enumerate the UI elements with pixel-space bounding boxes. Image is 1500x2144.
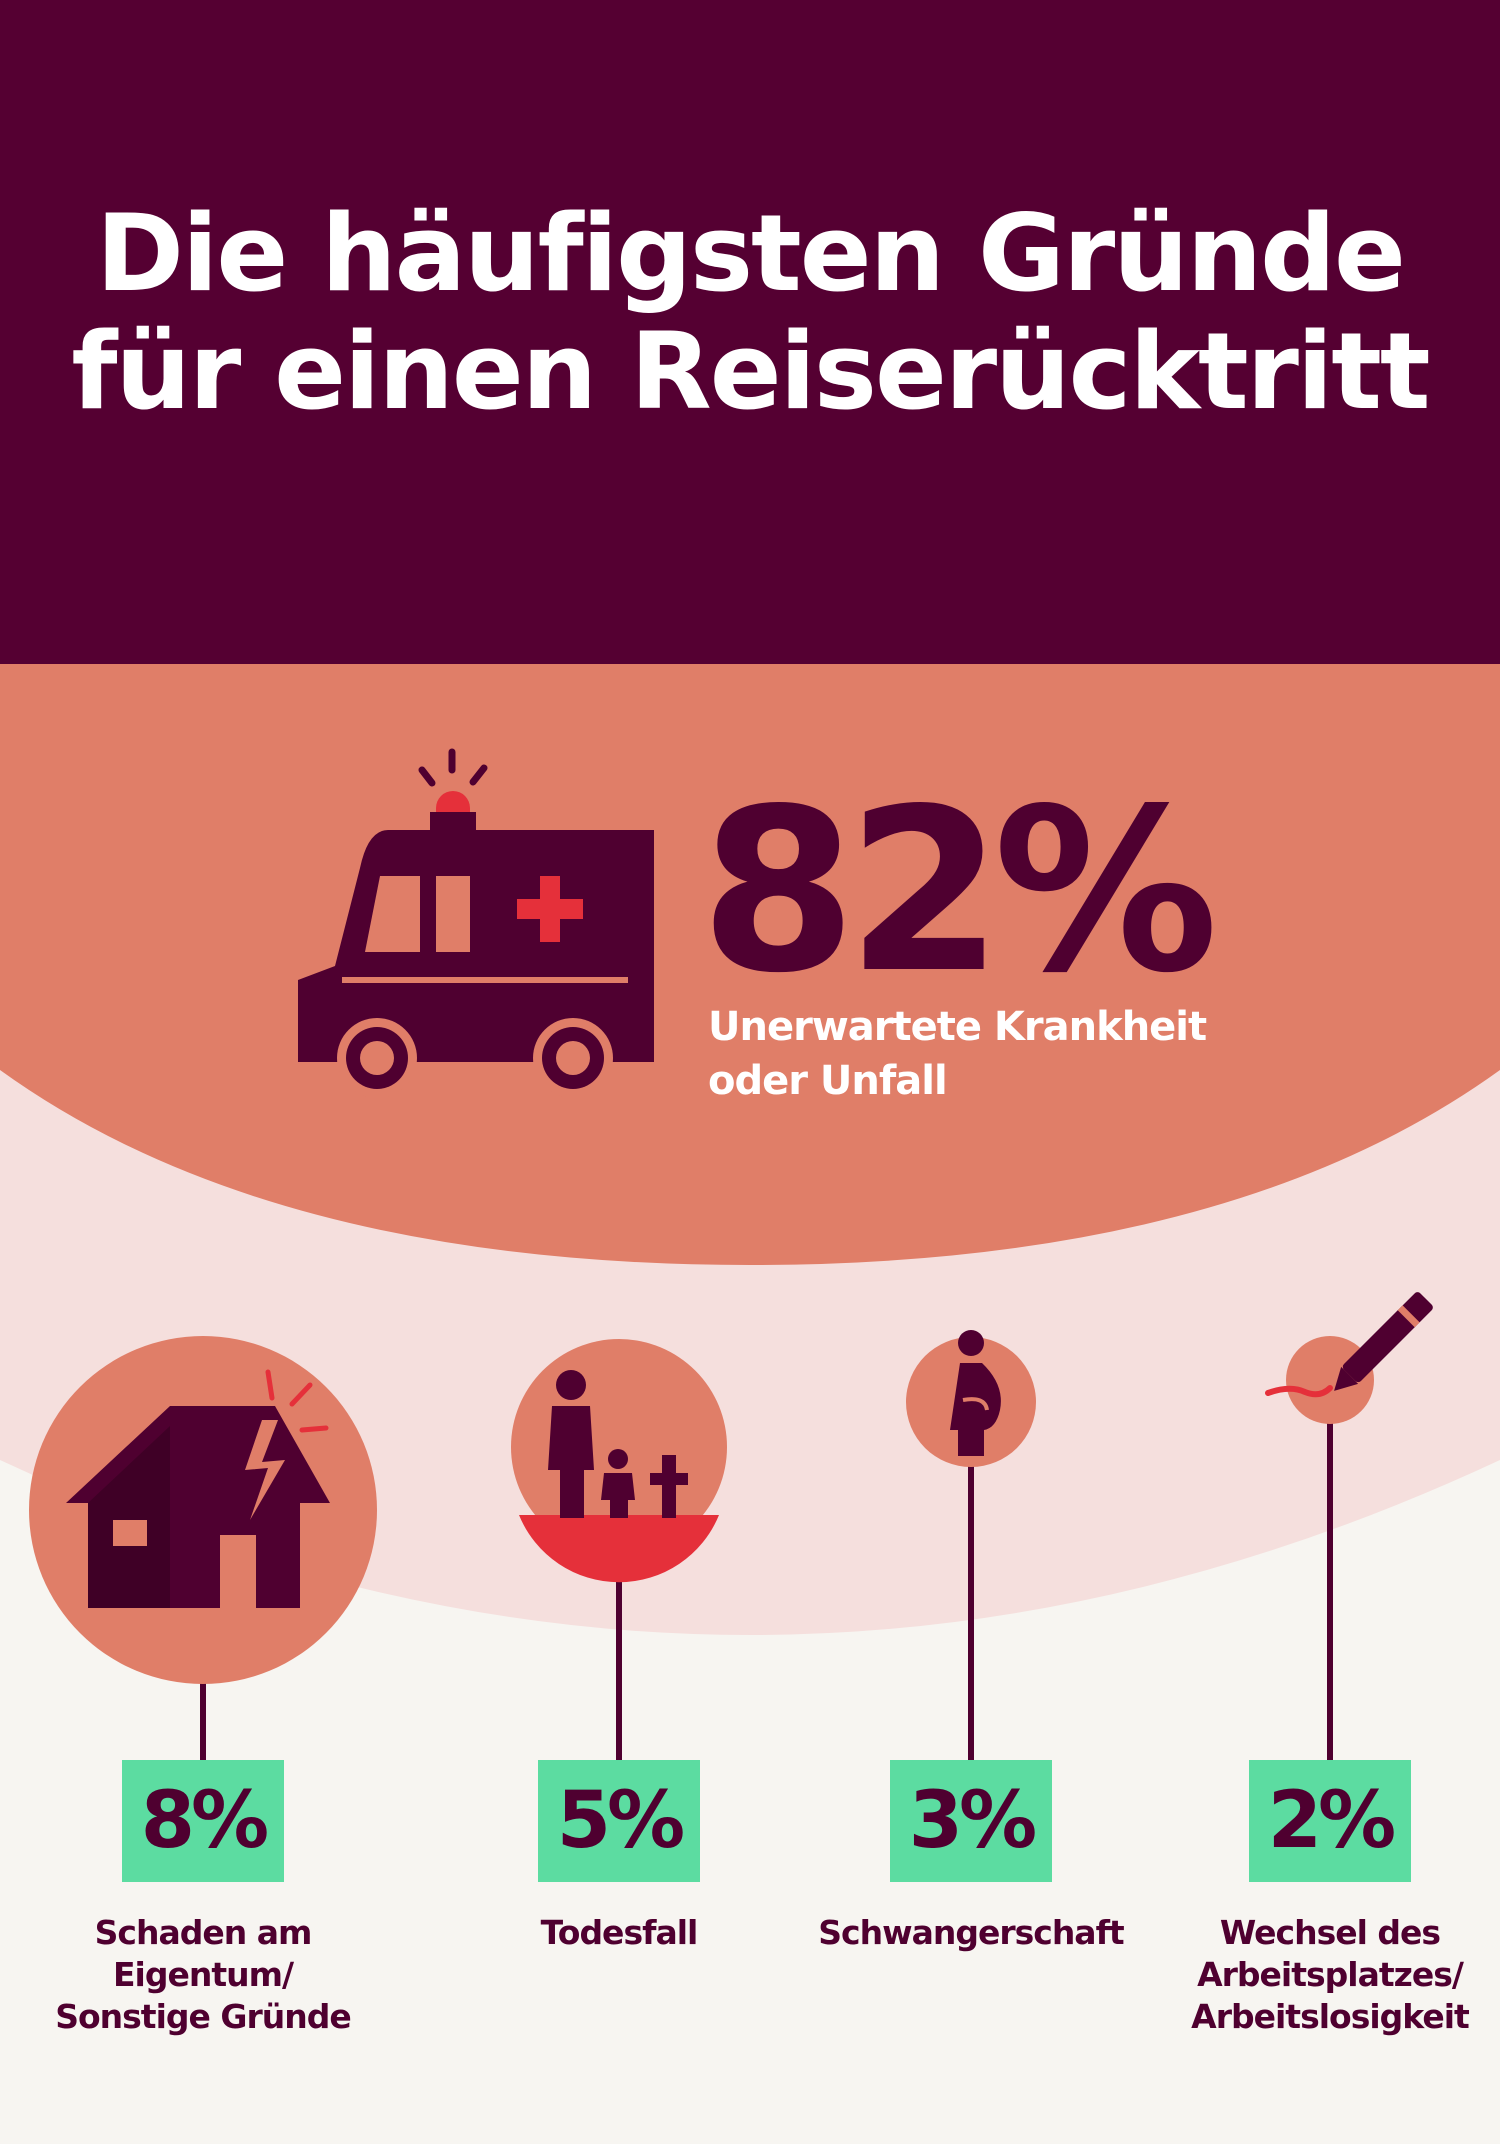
- category-label-line: Schwangerschaft: [818, 1913, 1124, 1952]
- pregnancy-icon: [950, 1330, 1001, 1456]
- value-badge-pregnancy: 3%: [890, 1760, 1052, 1882]
- pen-signature-icon: [1265, 1292, 1433, 1398]
- page-title: Die häufigsten Gründe für einen Reiserüc…: [0, 195, 1500, 431]
- title-band: [0, 0, 1500, 664]
- category-label-property-damage: Schaden am Eigentum/ Sonstige Gründe: [23, 1912, 383, 2038]
- damaged-house-icon: [66, 1369, 330, 1608]
- headline-label-line-2: oder Unfall: [708, 1058, 948, 1104]
- category-label-line: Todesfall: [540, 1913, 699, 1952]
- bereavement-marker: [511, 1339, 727, 1760]
- title-line-1: Die häufigsten Gründe: [96, 192, 1406, 315]
- value-badge-bereavement: 5%: [538, 1760, 700, 1882]
- value-badge-job-change: 2%: [1249, 1760, 1411, 1882]
- ambulance-icon: [298, 748, 654, 1098]
- pen-signature-marker: [1265, 1292, 1433, 1760]
- category-label-job-change: Wechsel des Arbeitsplatzes/ Arbeitslosig…: [1150, 1912, 1500, 2038]
- category-label-pregnancy: Schwangerschaft: [791, 1912, 1151, 1954]
- headline-percentage: 82%: [700, 761, 1219, 1023]
- headline-label-line-1: Unerwartete Krankheit: [708, 1004, 1207, 1050]
- category-label-line: Wechsel des: [1219, 1913, 1441, 1952]
- coral-band: [0, 660, 1500, 1265]
- category-label-line: Sonstige Gründe: [55, 1997, 352, 2036]
- value-badge-property-damage: 8%: [122, 1760, 284, 1882]
- category-label-line: Eigentum/: [112, 1955, 294, 1994]
- bereavement-icon: [548, 1370, 688, 1518]
- category-label-bereavement: Todesfall: [439, 1912, 799, 1954]
- damaged-house-marker: [29, 1336, 377, 1760]
- category-label-line: Arbeitsplatzes/: [1197, 1955, 1464, 1994]
- category-label-line: Schaden am: [94, 1913, 313, 1952]
- headline-label: Unerwartete Krankheit oder Unfall: [708, 1000, 1308, 1108]
- pregnancy-marker: [906, 1330, 1036, 1760]
- category-label-line: Arbeitslosigkeit: [1191, 1997, 1470, 2036]
- title-line-2: für einen Reiserücktritt: [71, 310, 1430, 433]
